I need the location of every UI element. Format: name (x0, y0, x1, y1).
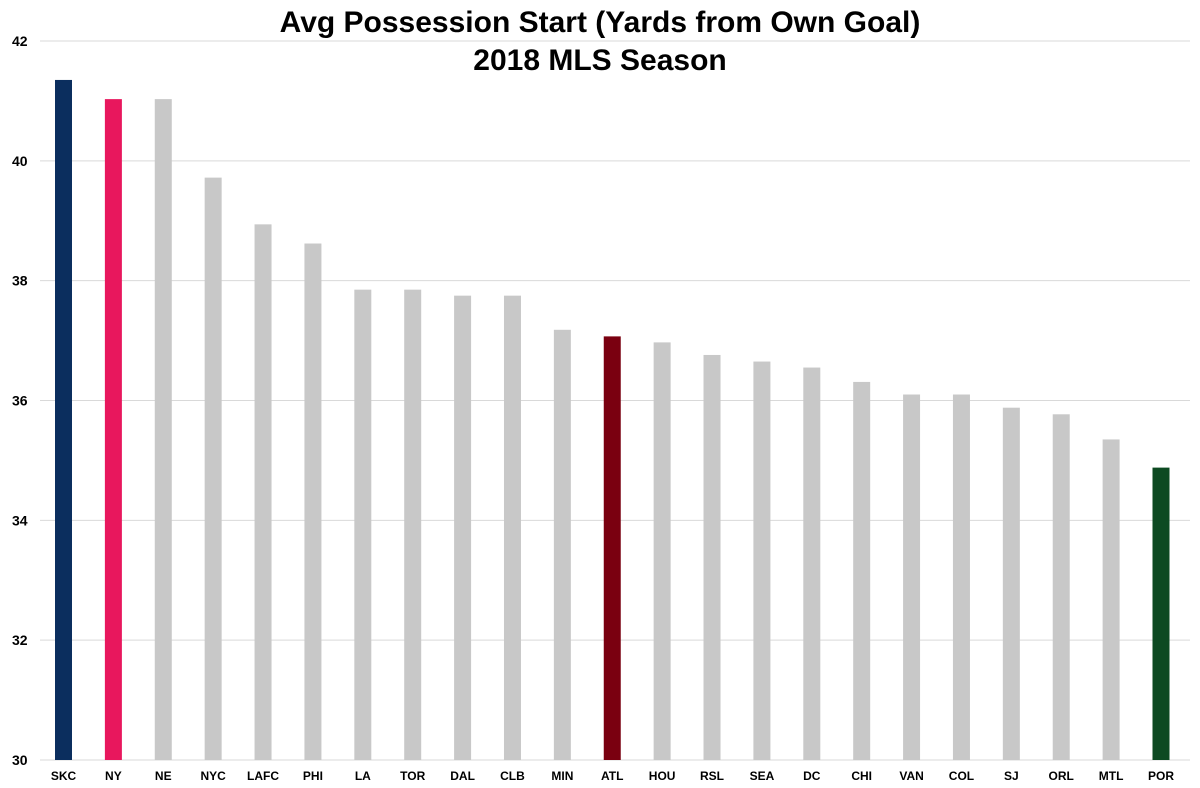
bar-min (553, 329, 571, 760)
bar-mtl (1102, 439, 1120, 760)
x-tick-label-nyc: NYC (200, 769, 226, 783)
bar-tor (404, 289, 422, 760)
bar-ny (104, 99, 122, 761)
bar-atl (603, 336, 621, 760)
x-tick-label-dal: DAL (450, 769, 475, 783)
x-tick-label-rsl: RSL (700, 769, 724, 783)
x-tick-label-ne: NE (155, 769, 172, 783)
bar-nyc (204, 177, 222, 761)
bar-dal (454, 295, 472, 760)
bar-lafc (254, 224, 272, 761)
x-tick-label-sea: SEA (750, 769, 775, 783)
x-tick-label-la: LA (355, 769, 371, 783)
x-tick-label-van: VAN (899, 769, 923, 783)
x-tick-label-chi: CHI (851, 769, 872, 783)
x-tick-label-mtl: MTL (1099, 769, 1124, 783)
x-tick-label-clb: CLB (500, 769, 525, 783)
bar-orl (1052, 414, 1070, 760)
bar-van (903, 394, 921, 760)
bar-chi (853, 381, 871, 760)
bar-clb (503, 295, 521, 760)
x-tick-label-hou: HOU (649, 769, 676, 783)
x-tick-label-orl: ORL (1049, 769, 1074, 783)
x-tick-label-skc: SKC (51, 769, 77, 783)
y-tick-label: 30 (12, 752, 28, 768)
y-tick-label: 42 (12, 33, 28, 49)
x-tick-labels: SKC NY NE NYC LAFC PHI LA TOR DAL CLB MIN ATL HOU RSL… (51, 769, 1175, 783)
y-tick-label: 36 (12, 393, 28, 409)
y-tick-label: 32 (12, 632, 28, 648)
bar-dc (803, 367, 821, 760)
bar-skc (55, 79, 72, 761)
bar-phi (304, 243, 322, 761)
bar-col (952, 394, 970, 760)
x-tick-label-lafc: LAFC (247, 769, 279, 783)
bar-rsl (703, 354, 721, 760)
y-tick-labels: 30 32 34 36 38 40 42 (12, 33, 28, 768)
y-tick-label: 34 (12, 512, 28, 528)
x-tick-label-sj: SJ (1004, 769, 1019, 783)
x-tick-label-ny: NY (105, 769, 122, 783)
bar-por (1152, 467, 1170, 760)
chart-title-line-1: Avg Possession Start (Yards from Own Goa… (280, 6, 921, 39)
x-tick-label-tor: TOR (400, 769, 425, 783)
x-tick-label-dc: DC (803, 769, 821, 783)
y-tick-label: 40 (12, 153, 28, 169)
x-tick-label-col: COL (949, 769, 974, 783)
bar-hou (653, 342, 671, 760)
bar-la (354, 289, 372, 760)
bar-sea (753, 361, 771, 760)
bar-sj (1002, 407, 1020, 760)
chart-title-line-2: 2018 MLS Season (473, 44, 726, 77)
y-tick-label: 38 (12, 273, 28, 289)
x-tick-label-min: MIN (551, 769, 573, 783)
x-tick-label-phi: PHI (303, 769, 323, 783)
x-tick-label-por: POR (1148, 769, 1174, 783)
bars (55, 79, 1170, 761)
x-tick-label-atl: ATL (601, 769, 623, 783)
bar-ne (154, 99, 172, 761)
